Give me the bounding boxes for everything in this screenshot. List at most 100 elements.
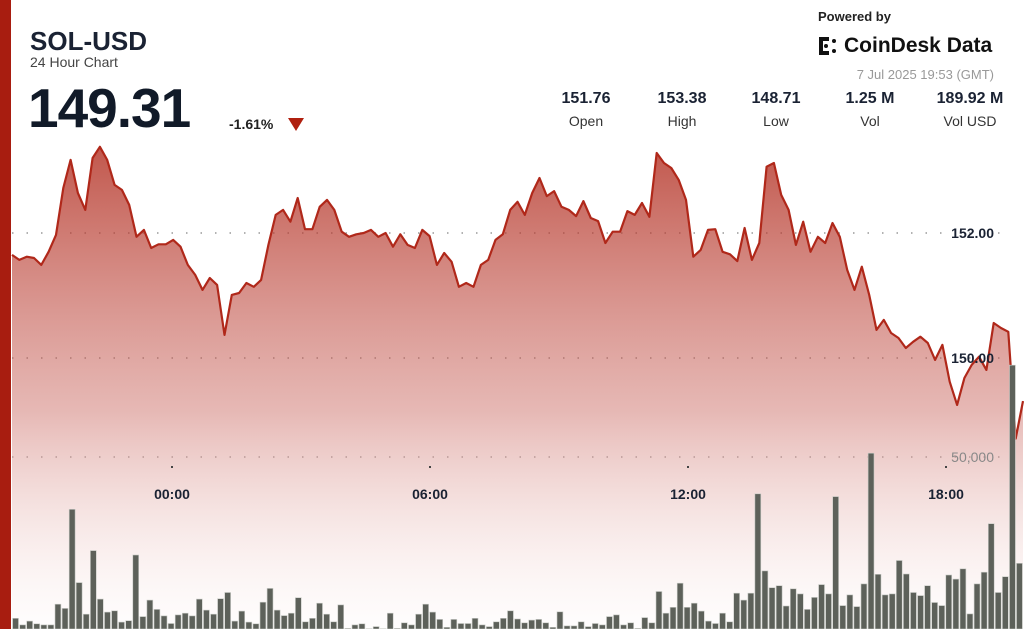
- volume-bar: [747, 592, 755, 629]
- volume-bar: [683, 606, 691, 629]
- stat-label: Low: [763, 113, 789, 129]
- volume-bar: [33, 623, 40, 629]
- volume-bar: [68, 508, 76, 629]
- current-price: 149.31: [28, 77, 191, 139]
- stat-value: 1.25 M: [845, 90, 895, 107]
- volume-bar: [874, 573, 882, 629]
- volume-bar: [61, 608, 69, 629]
- x-tick-mark: [171, 466, 173, 468]
- volume-bar: [599, 624, 606, 629]
- volume-bar: [19, 624, 26, 629]
- volume-bar: [818, 584, 825, 629]
- volume-bar: [104, 611, 111, 629]
- volume-bar: [245, 621, 253, 629]
- volume-bar: [47, 624, 55, 629]
- volume-bar: [273, 609, 281, 629]
- volume-bar: [252, 623, 260, 629]
- stat-value: 189.92 M: [936, 90, 1004, 107]
- volume-bar: [330, 621, 337, 629]
- x-tick-mark: [945, 466, 947, 468]
- volume-bar: [507, 610, 514, 629]
- brand-name: CoinDesk Data: [844, 34, 993, 57]
- volume-bar: [973, 583, 981, 629]
- volume-bar: [26, 620, 33, 629]
- volume-bar: [825, 593, 832, 629]
- volume-bar: [888, 593, 896, 629]
- price-tick-label: 150.00: [951, 350, 994, 366]
- volume-bar: [563, 625, 571, 629]
- stat-value: 151.76: [561, 90, 611, 107]
- volume-bar: [924, 585, 931, 629]
- x-tick-mark: [687, 466, 689, 468]
- volume-bar: [280, 615, 288, 629]
- volume-bar: [386, 612, 394, 629]
- x-tick-label: 18:00: [928, 486, 964, 502]
- volume-bar: [987, 523, 995, 629]
- volume-bar: [422, 603, 429, 629]
- volume-bar: [980, 571, 988, 629]
- volume-bar: [316, 602, 323, 629]
- volume-bar: [917, 595, 924, 629]
- volume-bar: [655, 591, 663, 629]
- volume-bar: [358, 623, 366, 629]
- x-tick-label: 06:00: [412, 486, 448, 502]
- volume-bar: [514, 618, 521, 629]
- stat-value: 148.71: [751, 90, 801, 107]
- volume-bar: [351, 624, 359, 629]
- volume-bar: [12, 617, 19, 629]
- volume-bar: [867, 452, 875, 629]
- volume-bar: [111, 610, 118, 629]
- volume-bar: [295, 597, 302, 629]
- powered-by-label: Powered by: [818, 9, 891, 24]
- volume-bar: [846, 594, 854, 629]
- volume-bar: [408, 624, 415, 629]
- volume-bar: [690, 602, 698, 629]
- volume-bar: [1016, 562, 1023, 629]
- volume-bar: [853, 606, 861, 629]
- volume-bar: [231, 620, 239, 629]
- volume-bar: [266, 588, 274, 629]
- volume-bar: [945, 574, 952, 629]
- stat-vol: 1.25 M Vol: [825, 90, 915, 129]
- volume-bar: [182, 612, 189, 629]
- volume-bar: [676, 582, 684, 629]
- volume-bar: [153, 609, 161, 629]
- volume-bar: [287, 612, 295, 629]
- volume-bar: [323, 613, 330, 629]
- volume-bar: [556, 611, 564, 629]
- volume-bar: [733, 592, 740, 629]
- x-tick-mark: [429, 466, 431, 468]
- volume-bar: [521, 622, 528, 629]
- volume-bar: [160, 615, 168, 629]
- volume-bar: [429, 611, 436, 629]
- volume-bar: [591, 623, 599, 629]
- stat-label: High: [667, 113, 697, 129]
- volume-bar: [1009, 364, 1016, 629]
- volume-bar: [839, 605, 846, 629]
- volume-bar: [726, 621, 733, 629]
- volume-bar: [606, 616, 613, 629]
- volume-bar: [662, 612, 670, 629]
- volume-bar: [761, 570, 769, 629]
- volume-bar: [309, 617, 316, 629]
- chart-subtitle: 24 Hour Chart: [30, 54, 118, 70]
- volume-bar: [620, 624, 627, 629]
- volume-bar: [740, 599, 747, 629]
- volume-bar: [938, 605, 945, 629]
- volume-bar: [613, 614, 620, 629]
- volume-bar: [478, 624, 486, 629]
- volume-bar: [75, 582, 83, 629]
- stat-low: 148.71 Low: [731, 90, 821, 129]
- volume-bar: [196, 598, 203, 629]
- volume-bar: [881, 594, 889, 629]
- price-line: [11, 145, 1024, 440]
- volume-bar: [40, 624, 48, 629]
- volume-bar: [337, 604, 344, 629]
- coindesk-data-logo: CoinDesk Data: [818, 34, 992, 58]
- stat-vol-usd: 189.92 M Vol USD: [925, 90, 1015, 129]
- stat-label: Open: [568, 113, 604, 129]
- volume-bar: [132, 554, 140, 629]
- timestamp: 7 Jul 2025 19:53 (GMT): [856, 67, 994, 82]
- volume-bar: [217, 598, 224, 629]
